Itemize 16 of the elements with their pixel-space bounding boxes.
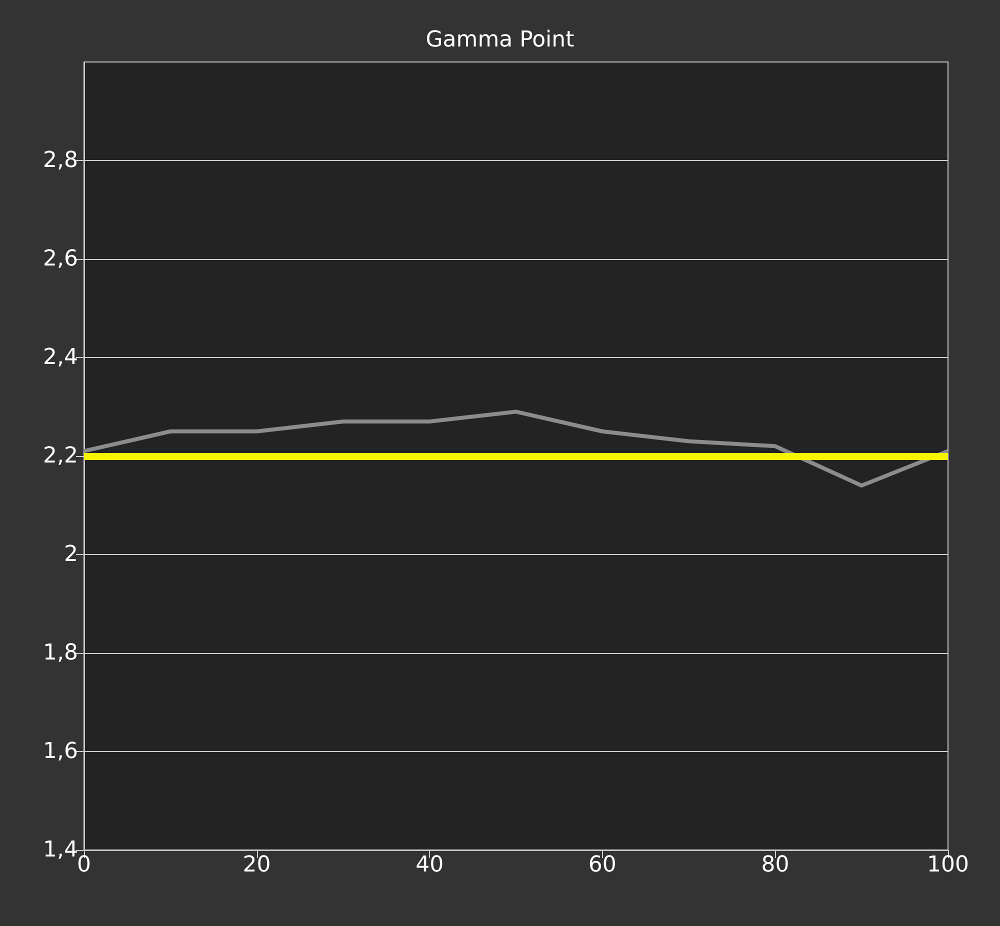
chart-title: Gamma Point (426, 28, 575, 52)
x-tick-label: 60 (588, 852, 616, 878)
y-tick-label: 2 (64, 542, 78, 567)
line-series (82, 410, 950, 488)
x-tick-label: 80 (761, 852, 790, 878)
y-tick-label: 1,8 (43, 640, 78, 666)
y-tick-label: 1,4 (43, 838, 78, 862)
y-tick-label: 2,8 (43, 148, 78, 173)
y-tick-label: 2,6 (43, 246, 78, 272)
x-tick-label: 20 (242, 852, 271, 878)
x-tick-label: 0 (77, 852, 91, 878)
x-tick-label: 100 (927, 852, 969, 878)
y-tick-label: 1,6 (43, 739, 78, 764)
y-tick-label: 2,2 (43, 444, 78, 468)
y-tick-label: 2,4 (43, 345, 78, 370)
x-tick-label: 40 (416, 852, 444, 878)
